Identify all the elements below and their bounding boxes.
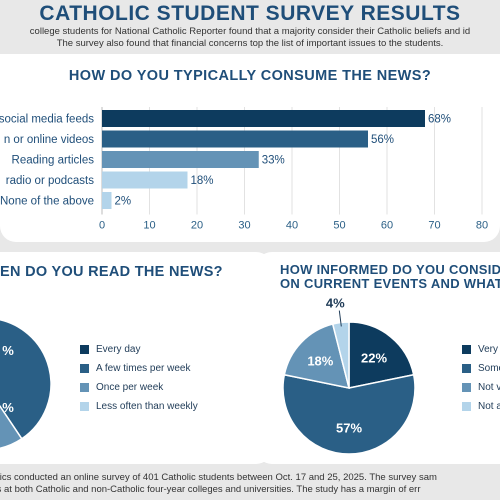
legend-swatch xyxy=(80,364,89,373)
legend-item-every-day: Every day xyxy=(80,340,198,359)
legend-label: Not v xyxy=(478,382,500,393)
pie-slice xyxy=(0,319,52,440)
category-label: None of the above xyxy=(0,196,94,208)
legend-item-very: Very xyxy=(462,340,500,359)
how-informed-pie-chart: 22% 57% 18% 4% xyxy=(282,296,416,455)
legend-swatch xyxy=(80,383,89,392)
category-label: Reading articles xyxy=(12,155,95,167)
legend-label: Less often than weekly xyxy=(96,401,198,412)
legend-label: Some xyxy=(478,363,500,374)
bar-value-label: 33% xyxy=(262,155,285,167)
x-tick-label: 30 xyxy=(238,220,250,232)
news-consumption-bar-chart: 0 10 20 30 40 50 60 70 80 social media feeds 68% n … xyxy=(0,107,488,232)
legend-item-few-times-week: A few times per week xyxy=(80,359,198,378)
bar-value-label: 2% xyxy=(115,196,132,208)
x-tick-label: 0 xyxy=(99,220,105,232)
intro-line-2: The survey also found that financial con… xyxy=(56,38,444,49)
legend-label: Not a xyxy=(478,401,500,412)
pie-value-label: 57% xyxy=(336,421,362,436)
pie-value-label: % xyxy=(2,400,14,415)
legend-label: Every day xyxy=(96,344,141,355)
bar xyxy=(102,192,112,209)
informed-title-line-2: ON CURRENT EVENTS AND WHAT'S xyxy=(280,276,500,291)
bar xyxy=(102,130,368,148)
informed-pie-title: HOW INFORMED DO YOU CONSID ON CURRENT EV… xyxy=(280,263,500,291)
legend-swatch xyxy=(462,383,471,392)
x-tick-label: 40 xyxy=(286,220,298,232)
bar-value-label: 18% xyxy=(191,175,214,187)
legend-swatch xyxy=(80,345,89,354)
news-frequency-pie-chart: %% xyxy=(0,319,52,450)
bar xyxy=(102,171,188,189)
x-tick-label: 80 xyxy=(476,220,488,232)
legend-item-not-at-all: Not a xyxy=(462,397,500,416)
intro-line-1: college students for National Catholic R… xyxy=(29,26,471,37)
pie-slice xyxy=(0,404,23,450)
bar xyxy=(102,110,425,127)
footer-line-2: ts at both Catholic and non-Catholic fou… xyxy=(0,484,421,495)
legend-swatch xyxy=(462,345,471,354)
legend-item-somewhat: Some xyxy=(462,359,500,378)
methodology-note: rtics conducted an online survey of 401 … xyxy=(0,472,500,496)
legend-item-not-very: Not v xyxy=(462,378,500,397)
news-consumption-card: HOW DO YOU TYPICALLY CONSUME THE NEWS? 0… xyxy=(0,54,500,242)
pie-slice xyxy=(283,323,351,389)
intro-text: college students for National Catholic R… xyxy=(0,26,500,50)
frequency-pie-title: EN DO YOU READ THE NEWS? xyxy=(0,264,223,280)
legend-label: Once per week xyxy=(96,382,164,393)
x-tick-label: 50 xyxy=(333,220,345,232)
footer-line-1: rtics conducted an online survey of 401 … xyxy=(0,472,437,483)
legend-item-once-per-week: Once per week xyxy=(80,378,198,397)
bar-value-label: 56% xyxy=(371,134,394,146)
x-tick-label: 20 xyxy=(191,220,203,232)
pie-slice xyxy=(348,321,415,389)
pie-value-label: 18% xyxy=(307,354,333,369)
news-frequency-card: EN DO YOU READ THE NEWS? %% Every day A … xyxy=(0,252,272,464)
category-label: n or online videos xyxy=(4,134,94,146)
pie-value-label: 4% xyxy=(326,296,345,311)
category-label: social media feeds xyxy=(0,114,94,126)
x-tick-label: 60 xyxy=(381,220,393,232)
informed-title-line-1: HOW INFORMED DO YOU CONSID xyxy=(280,262,500,277)
x-tick-label: 10 xyxy=(143,220,155,232)
legend-swatch xyxy=(462,402,471,411)
legend-swatch xyxy=(80,402,89,411)
frequency-legend: Every day A few times per week Once per … xyxy=(80,340,198,416)
x-tick-label: 70 xyxy=(428,220,440,232)
pie-slice xyxy=(282,373,416,455)
bar-value-label: 68% xyxy=(428,114,451,126)
legend-label: Very xyxy=(478,344,499,355)
category-label: radio or podcasts xyxy=(6,175,94,187)
pie-value-label: % xyxy=(2,343,14,358)
bar-chart-title: HOW DO YOU TYPICALLY CONSUME THE NEWS? xyxy=(68,68,432,84)
bar xyxy=(102,151,259,168)
legend-label: A few times per week xyxy=(96,363,191,374)
how-informed-card: HOW INFORMED DO YOU CONSID ON CURRENT EV… xyxy=(256,252,500,464)
legend-item-less-often: Less often than weekly xyxy=(80,397,198,416)
informed-legend: Very Some Not v Not a xyxy=(462,340,500,416)
page-title: CATHOLIC STUDENT SURVEY RESULTS xyxy=(39,2,461,25)
pie-leader-line xyxy=(338,310,342,327)
legend-swatch xyxy=(462,364,471,373)
pie-value-label: 22% xyxy=(361,350,387,365)
